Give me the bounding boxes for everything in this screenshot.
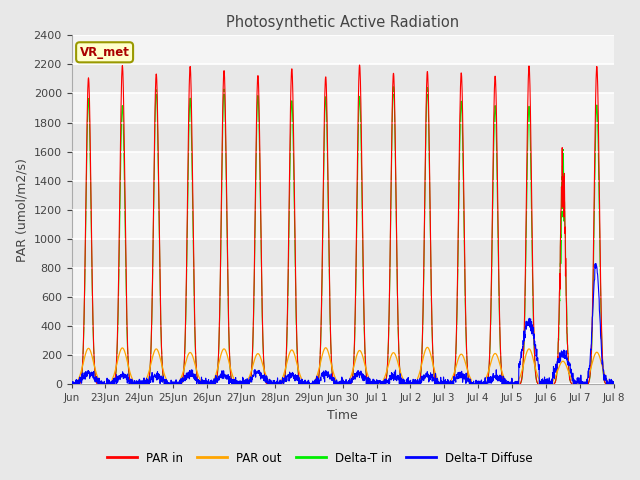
Title: Photosynthetic Active Radiation: Photosynthetic Active Radiation (226, 15, 460, 30)
Bar (72, 152, 614, 180)
Bar (72, 64, 614, 94)
Bar (72, 122, 614, 152)
Bar (72, 355, 614, 384)
Bar (72, 297, 614, 326)
X-axis label: Time: Time (327, 409, 358, 422)
Y-axis label: PAR (umol/m2/s): PAR (umol/m2/s) (15, 158, 28, 262)
Bar (72, 326, 614, 355)
Text: VR_met: VR_met (79, 46, 129, 59)
Bar (72, 210, 614, 239)
Bar (72, 36, 614, 64)
Bar (72, 239, 614, 268)
Legend: PAR in, PAR out, Delta-T in, Delta-T Diffuse: PAR in, PAR out, Delta-T in, Delta-T Dif… (102, 447, 538, 469)
Bar (72, 180, 614, 210)
Bar (72, 268, 614, 297)
Bar (72, 94, 614, 122)
